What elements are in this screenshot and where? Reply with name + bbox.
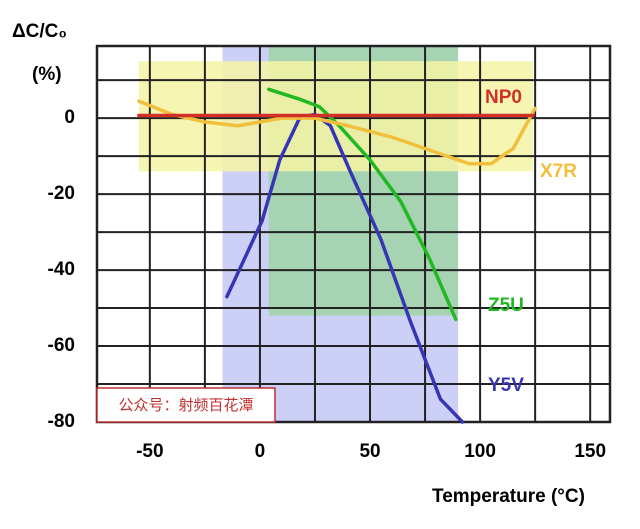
y-tick-label: -40 xyxy=(48,259,75,280)
x-axis-title: Temperature (°C) xyxy=(432,486,585,507)
series-label: NP0 xyxy=(485,87,522,108)
x-tick-label: 50 xyxy=(359,441,380,462)
series-line xyxy=(266,87,458,322)
y-axis-title: ΔC/C₀ xyxy=(12,21,67,42)
y-tick-label: 0 xyxy=(64,107,75,128)
series-label: X7R xyxy=(540,161,577,182)
y-tick-label: -20 xyxy=(48,183,75,204)
y-tick-label: -60 xyxy=(48,335,75,356)
grid xyxy=(95,44,612,424)
labels: -80 -60 -40 -20 0 -50 0 50 100 150 Y5V Z5U X7R NP0 xyxy=(48,87,607,462)
annotation: 公众号：射频百花潭 xyxy=(118,397,253,414)
plot-frame xyxy=(95,44,612,424)
bands xyxy=(138,46,533,422)
x-tick-label: 100 xyxy=(464,441,496,462)
series-label: Y5V xyxy=(488,375,524,396)
x-tick-label: -50 xyxy=(136,441,163,462)
series-label: Z5U xyxy=(488,295,524,316)
y-tick-label: -80 xyxy=(48,411,75,432)
annotation-box xyxy=(96,387,276,423)
lines xyxy=(137,87,537,424)
y-axis-unit: (%) xyxy=(32,64,62,85)
x-tick-label: 0 xyxy=(255,441,266,462)
series-line xyxy=(137,99,537,166)
x-tick-label: 150 xyxy=(574,441,606,462)
